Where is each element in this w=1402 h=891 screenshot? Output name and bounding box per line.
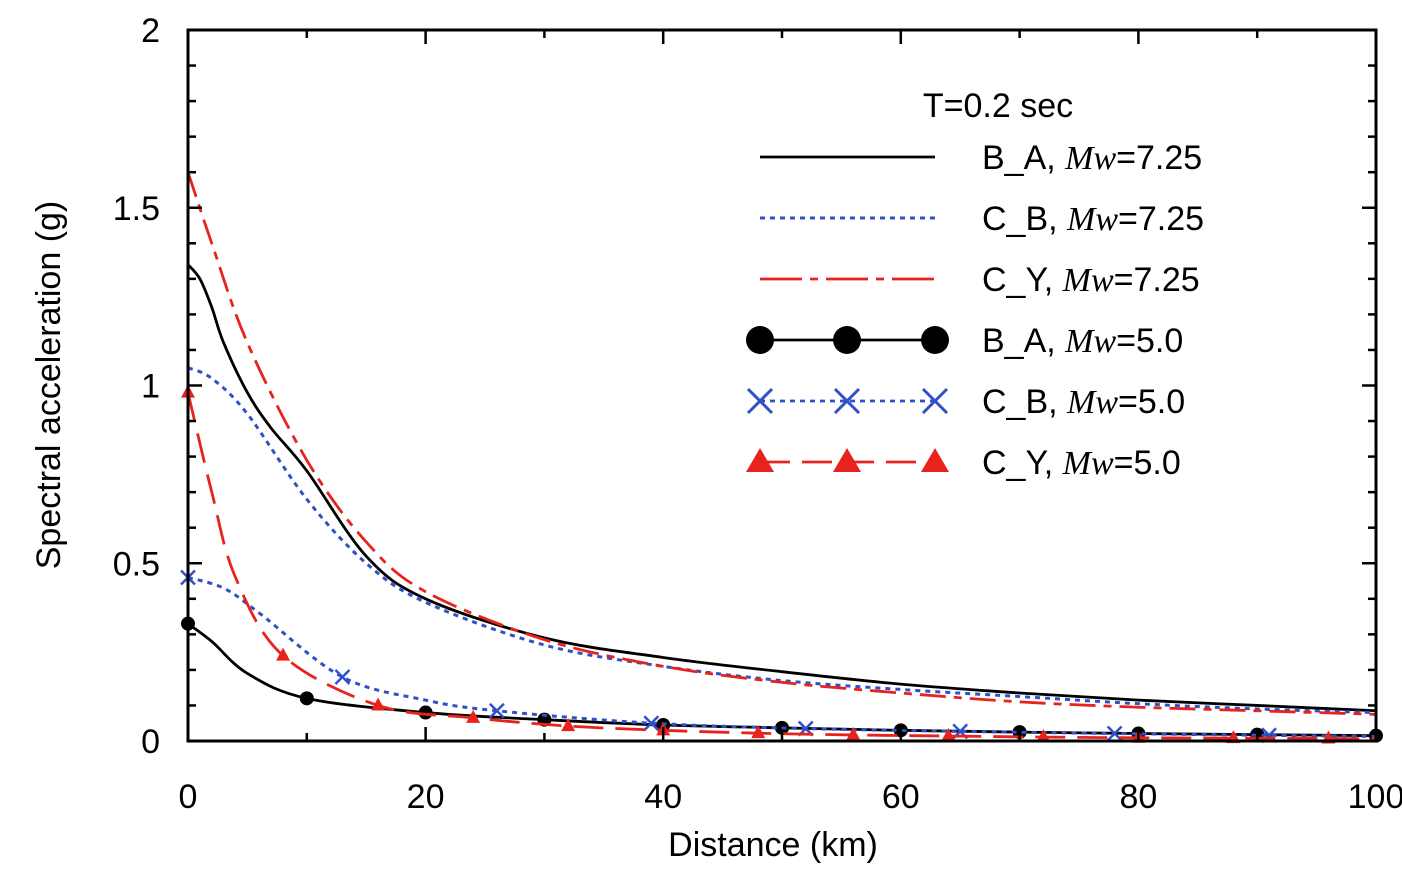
plot-frame — [186, 28, 1378, 743]
x-axis-title: Distance (km) — [668, 826, 878, 864]
series-b-a-mw-5-0 — [181, 616, 1383, 743]
legend-label-prefix: C_B, — [982, 383, 1067, 421]
series-line — [186, 263, 1377, 713]
legend-label-mw: Mw — [1062, 445, 1114, 482]
x-tick-label: 60 — [882, 778, 920, 816]
series-c-b-mw-5-0 — [180, 569, 1377, 744]
x-marker — [334, 669, 351, 685]
legend-title: T=0.2 sec — [923, 87, 1073, 125]
legend-label-mw: Mw — [1062, 262, 1114, 299]
series-c-y-mw-5-0 — [181, 384, 1377, 744]
legend-label: B_A, Mw=7.25 — [982, 139, 1202, 177]
legend-item: C_B, Mw=7.25 — [760, 200, 1204, 238]
legend-item: B_A, Mw=5.0 — [746, 322, 1183, 360]
x-tick-label: 20 — [407, 778, 445, 816]
legend-label-mw: Mw — [1066, 201, 1118, 238]
legend-label-mw: Mw — [1064, 323, 1116, 360]
legend-label-prefix: B_A, — [982, 322, 1065, 360]
legend-label: C_B, Mw=5.0 — [982, 383, 1185, 421]
triangle-marker — [1036, 729, 1051, 743]
legend-label-value: =5.0 — [1116, 322, 1183, 360]
x-tick-label: 80 — [1119, 778, 1157, 816]
triangle-marker — [466, 709, 481, 723]
triangle-marker — [941, 728, 956, 742]
legend-x-marker — [921, 387, 949, 415]
legend: T=0.2 sec B_A, Mw=7.25C_B, Mw=7.25C_Y, M… — [746, 87, 1204, 482]
x-marker — [1106, 725, 1123, 742]
x-marker — [643, 715, 660, 732]
triangle-marker — [276, 647, 291, 661]
triangle-marker — [751, 725, 766, 739]
legend-triangle-marker — [921, 448, 949, 472]
axis-ticks: 0 20 40 60 80 100 0 0.5 1 1.5 2 — [113, 12, 1402, 816]
y-tick-label: 2 — [141, 12, 160, 50]
circle-marker — [299, 691, 314, 706]
x-tick-label: 40 — [644, 778, 682, 816]
legend-label: C_B, Mw=7.25 — [982, 200, 1204, 238]
triangle-marker — [846, 726, 861, 740]
legend-label-prefix: C_Y, — [982, 261, 1063, 299]
x-tick-label: 0 — [179, 778, 198, 816]
x-tick-label: 100 — [1348, 778, 1402, 816]
legend-x-marker — [833, 387, 861, 415]
legend-label-prefix: B_A, — [982, 139, 1065, 177]
circle-marker — [418, 705, 433, 720]
series-c-y-mw-7-25 — [186, 171, 1377, 716]
legend-label-prefix: C_B, — [982, 200, 1067, 238]
legend-label: B_A, Mw=5.0 — [982, 322, 1183, 360]
legend-label-mw: Mw — [1064, 140, 1116, 177]
series-line — [186, 392, 1377, 741]
legend-circle-marker — [833, 326, 861, 354]
curves — [180, 171, 1383, 744]
legend-label-value: =7.25 — [1114, 261, 1200, 299]
series-b-a-mw-7-25 — [186, 263, 1377, 713]
triangle-marker — [371, 697, 386, 711]
legend-label: C_Y, Mw=5.0 — [982, 444, 1181, 482]
y-tick-label: 0.5 — [113, 545, 160, 583]
x-marker — [488, 702, 505, 719]
legend-item: C_B, Mw=5.0 — [746, 383, 1185, 421]
y-tick-label: 0 — [141, 723, 160, 761]
y-tick-label: 1 — [141, 368, 160, 406]
legend-label-value: =7.25 — [1118, 200, 1204, 238]
legend-label: C_Y, Mw=7.25 — [982, 261, 1200, 299]
legend-label-value: =5.0 — [1114, 444, 1181, 482]
series-line — [187, 576, 1377, 738]
legend-item: B_A, Mw=7.25 — [760, 139, 1202, 177]
legend-label-value: =5.0 — [1118, 383, 1185, 421]
legend-triangle-marker — [833, 448, 861, 472]
y-axis-title: Spectral acceleration (g) — [30, 201, 68, 570]
y-tick-label: 1.5 — [113, 190, 160, 228]
legend-label-mw: Mw — [1066, 384, 1118, 421]
legend-triangle-marker — [746, 448, 774, 472]
legend-label-value: =7.25 — [1116, 139, 1202, 177]
legend-item: C_Y, Mw=7.25 — [760, 261, 1200, 299]
series-line — [186, 171, 1377, 716]
legend-circle-marker — [746, 326, 774, 354]
legend-x-marker — [746, 387, 774, 415]
triangle-marker — [561, 718, 576, 732]
legend-circle-marker — [921, 326, 949, 354]
legend-item: C_Y, Mw=5.0 — [746, 444, 1181, 482]
series-line — [187, 622, 1377, 738]
legend-label-prefix: C_Y, — [982, 444, 1063, 482]
